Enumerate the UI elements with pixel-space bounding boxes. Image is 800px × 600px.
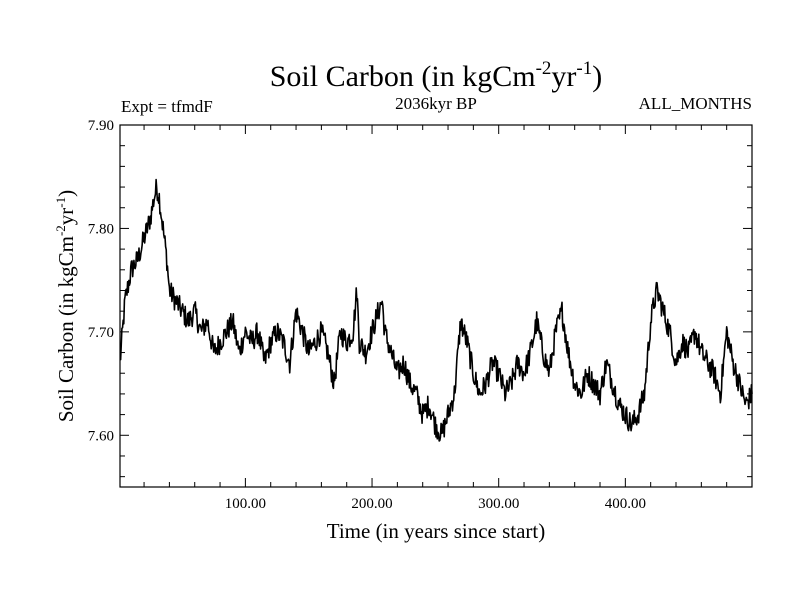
y-tick-label: 7.60 <box>88 428 114 444</box>
x-tick-label: 300.00 <box>478 496 519 512</box>
plot-frame <box>119 124 753 488</box>
y-axis-label: Soil Carbon (in kgCm-2yr-1) <box>53 190 78 422</box>
x-tick-label: 200.00 <box>351 496 392 512</box>
subtitle-left: Expt = tfmdF <box>121 97 213 116</box>
y-tick-label: 7.70 <box>88 325 114 341</box>
subtitle-center: 2036kyr BP <box>395 94 477 113</box>
x-tick-label: 100.00 <box>225 496 266 512</box>
y-tick-label: 7.80 <box>88 221 114 237</box>
y-tick-label: 7.90 <box>88 118 114 134</box>
x-tick-label: 400.00 <box>605 496 646 512</box>
series-group <box>119 178 753 442</box>
ticks-group: 100.00 200.00 300.00 400.00 7.60 7.70 7.80 7.90 <box>88 118 752 512</box>
x-axis-label: Time (in years since start) <box>327 519 546 543</box>
subtitle-right: ALL_MONTHS <box>639 94 752 113</box>
series-line-soil-carbon <box>119 178 753 442</box>
chart-title: Soil Carbon (in kgCm-2yr-1) <box>270 58 603 93</box>
